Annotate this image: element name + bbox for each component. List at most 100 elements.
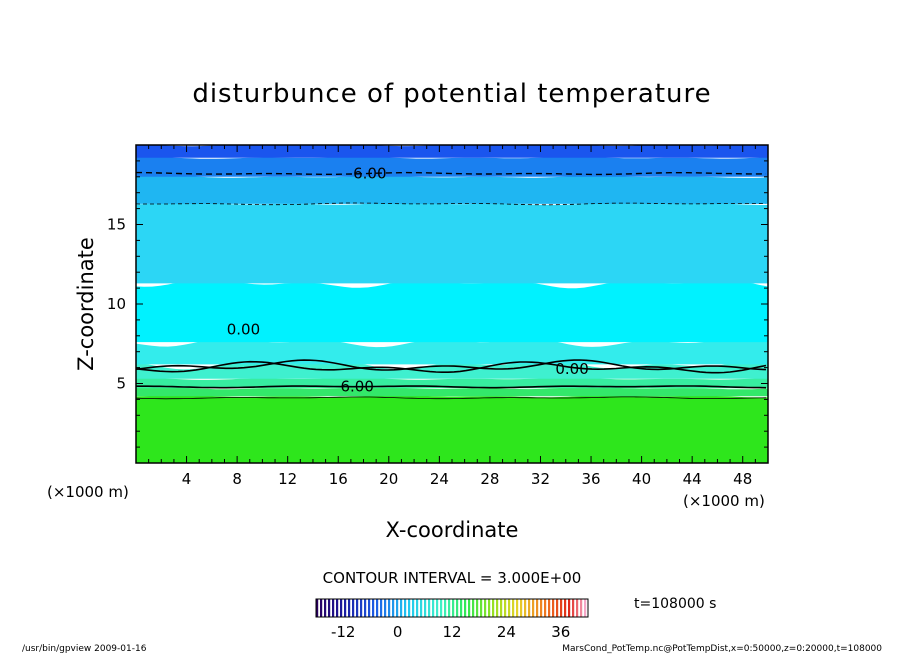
x-unit-right: (×1000 m) bbox=[683, 492, 765, 510]
y-tick-label: 15 bbox=[107, 216, 126, 234]
colorbar-swatch bbox=[460, 599, 463, 617]
heatmap-layer bbox=[136, 359, 768, 379]
colorbar-tick-label: 12 bbox=[442, 623, 461, 641]
colorbar-tick-label: -12 bbox=[331, 623, 356, 641]
colorbar-swatch bbox=[584, 599, 587, 617]
colorbar-swatch bbox=[560, 599, 563, 617]
colorbar-tick-label: 0 bbox=[393, 623, 403, 641]
contour-lines bbox=[136, 171, 767, 400]
x-tick-label: 44 bbox=[683, 470, 702, 488]
colorbar-swatch bbox=[552, 599, 555, 617]
colorbar-swatch bbox=[316, 599, 319, 617]
colorbar-tick-label: 24 bbox=[497, 623, 516, 641]
colorbar-swatch bbox=[452, 599, 455, 617]
contour-label: 0.00 bbox=[555, 360, 588, 378]
colorbar-tick-label: 36 bbox=[551, 623, 570, 641]
colorbar-swatch bbox=[464, 599, 467, 617]
colorbar-swatch bbox=[436, 599, 439, 617]
colorbar-swatch bbox=[488, 599, 491, 617]
colorbar-swatch bbox=[420, 599, 423, 617]
x-tick-label: 24 bbox=[430, 470, 449, 488]
chart-title: disturbunce of potential temperature bbox=[192, 79, 711, 109]
colorbar-swatch bbox=[400, 599, 403, 617]
colorbar-swatch bbox=[512, 599, 515, 617]
colorbar-swatch bbox=[480, 599, 483, 617]
colorbar-swatch bbox=[328, 599, 331, 617]
colorbar-swatch bbox=[396, 599, 399, 617]
x-tick-label: 20 bbox=[379, 470, 398, 488]
colorbar bbox=[316, 599, 587, 617]
colorbar-swatch bbox=[352, 599, 355, 617]
colorbar-swatch bbox=[392, 599, 395, 617]
colorbar-swatch bbox=[468, 599, 471, 617]
time-label: t=108000 s bbox=[634, 596, 716, 612]
colorbar-swatch bbox=[444, 599, 447, 617]
colorbar-swatch bbox=[496, 599, 499, 617]
colorbar-swatch bbox=[384, 599, 387, 617]
colorbar-swatch bbox=[432, 599, 435, 617]
x-tick-label: 4 bbox=[182, 470, 192, 488]
colorbar-swatch bbox=[528, 599, 531, 617]
colorbar-swatch bbox=[500, 599, 503, 617]
colorbar-swatch bbox=[336, 599, 339, 617]
colorbar-swatch bbox=[440, 599, 443, 617]
colorbar-swatch bbox=[504, 599, 507, 617]
colorbar-swatch bbox=[508, 599, 511, 617]
contour-line bbox=[136, 359, 767, 371]
colorbar-swatch bbox=[476, 599, 479, 617]
colorbar-swatch bbox=[348, 599, 351, 617]
colorbar-swatch bbox=[564, 599, 567, 617]
heatmap-layers bbox=[136, 145, 768, 463]
colorbar-swatch bbox=[576, 599, 579, 617]
heatmap-layer bbox=[136, 156, 768, 177]
contour-label: 6.00 bbox=[340, 378, 373, 396]
colorbar-swatch bbox=[324, 599, 327, 617]
colorbar-swatch bbox=[484, 599, 487, 617]
colorbar-swatch bbox=[356, 599, 359, 617]
contour-interval-text: CONTOUR INTERVAL = 3.000E+00 bbox=[323, 569, 582, 587]
colorbar-swatch bbox=[364, 599, 367, 617]
x-tick-label: 28 bbox=[480, 470, 499, 488]
colorbar-swatch bbox=[320, 599, 323, 617]
colorbar-frame bbox=[315, 598, 589, 618]
x-tick-label: 36 bbox=[581, 470, 600, 488]
contour-line bbox=[136, 171, 767, 176]
colorbar-swatch bbox=[412, 599, 415, 617]
colorbar-swatch bbox=[516, 599, 519, 617]
source-footer: MarsCond_PotTemp.nc@PotTempDist,x=0:5000… bbox=[562, 644, 882, 654]
x-tick-label: 8 bbox=[232, 470, 242, 488]
colorbar-swatch bbox=[388, 599, 391, 617]
heatmap-layer bbox=[136, 175, 768, 204]
x-axis-ticks: 4 8 12 16 20 24 28 32 36 40 44 48 bbox=[148, 145, 756, 488]
colorbar-swatch bbox=[368, 599, 371, 617]
colorbar-swatch bbox=[344, 599, 347, 617]
colorbar-swatch bbox=[332, 599, 335, 617]
colorbar-swatch bbox=[524, 599, 527, 617]
colorbar-swatch bbox=[492, 599, 495, 617]
x-tick-label: 40 bbox=[632, 470, 651, 488]
contour-line bbox=[136, 202, 767, 206]
contour-label: 6.00 bbox=[353, 165, 386, 183]
colorbar-swatch bbox=[380, 599, 383, 617]
colorbar-swatch bbox=[572, 599, 575, 617]
colorbar-swatch bbox=[520, 599, 523, 617]
x-tick-label: 16 bbox=[329, 470, 348, 488]
colorbar-swatch bbox=[536, 599, 539, 617]
heatmap-layer bbox=[136, 145, 768, 158]
colorbar-swatch bbox=[532, 599, 535, 617]
heatmap-layer bbox=[136, 395, 768, 463]
colorbar-swatch bbox=[548, 599, 551, 617]
y-tick-label: 5 bbox=[116, 375, 126, 393]
colorbar-swatch bbox=[408, 599, 411, 617]
heatmap-layer bbox=[136, 202, 768, 284]
contour-line bbox=[136, 385, 767, 389]
y-axis-ticks: 5 10 15 bbox=[107, 160, 768, 448]
colorbar-swatch bbox=[376, 599, 379, 617]
colorbar-swatch bbox=[372, 599, 375, 617]
x-unit-left: (×1000 m) bbox=[47, 483, 129, 501]
contour-line bbox=[136, 396, 767, 400]
colorbar-swatch bbox=[568, 599, 571, 617]
x-tick-label: 48 bbox=[733, 470, 752, 488]
x-tick-label: 12 bbox=[278, 470, 297, 488]
colorbar-swatch bbox=[404, 599, 407, 617]
